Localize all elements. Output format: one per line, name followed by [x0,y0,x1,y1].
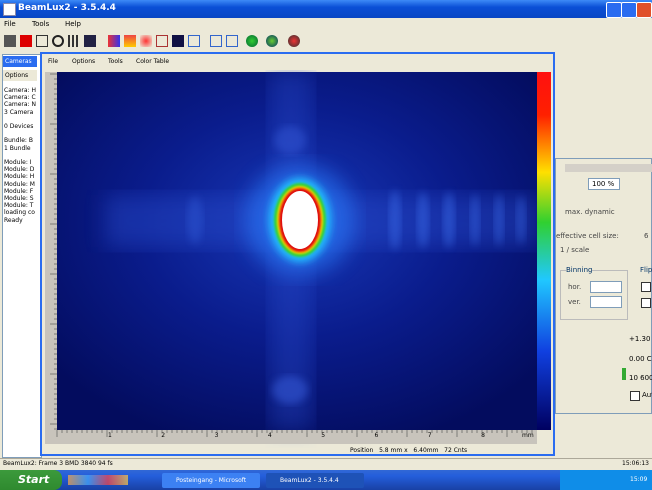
log-line: Module: T [4,202,39,209]
flip-checkbox[interactable] [641,298,651,308]
status-text: BeamLux2: Frame 3 BMD 3840 94 fs [3,460,113,467]
log-line: 3 Camera [4,109,39,116]
tool-button[interactable] [246,35,258,47]
dynamic-label: max. dynamic [565,208,615,216]
tool-button[interactable] [172,35,184,47]
log-line: Bundle: B [4,137,39,144]
log-line: loading co [4,209,39,216]
minimize-button[interactable] [606,2,622,18]
flip-label: Flip [640,266,652,274]
log-line: Module: H [4,173,39,180]
task-button[interactable]: BeamLux2 - 3.5.4.4 [266,473,364,488]
ver-input[interactable] [590,296,622,308]
value-1: +1.30 [629,335,650,343]
menu-item[interactable]: File [4,20,16,28]
task-button[interactable]: Posteingang - Microsoft [162,473,260,488]
binning-group [560,270,628,320]
value-3: 10 600 [629,374,652,382]
color-bar [537,72,551,430]
tool-button[interactable] [188,35,200,47]
tool-button[interactable] [108,35,120,47]
position-status: Position 5.8 mm x 6.40mm 72 Cnts [350,447,467,454]
cell-size-label: effective cell size: [556,232,619,240]
scale-label: 1 / scale [560,246,589,254]
hor-label: hor. [568,283,581,291]
x-tick-label: 1 [108,432,112,439]
window-title: BeamLux2 - 3.5.4.4 [18,3,116,13]
log-line: Module: F [4,188,39,195]
close-button[interactable] [636,2,652,18]
menu-bar [0,18,652,30]
slider-thumb[interactable] [622,368,626,380]
page: BeamLux2 {"window": {"title": "BeamLux2 … [0,0,652,490]
value-2: 0.00 Cr [629,355,652,363]
status-time: 15:06:13 [622,460,649,467]
x-ruler [45,430,537,444]
menu-item[interactable]: Help [65,20,81,28]
log-line: Module: D [4,166,39,173]
tool-button[interactable] [288,35,300,47]
toolbar [0,30,652,53]
log-line: Module: S [4,195,39,202]
tool-button[interactable] [226,35,238,47]
x-tick-label: 4 [268,432,272,439]
auto-checkbox[interactable] [630,391,640,401]
menu-item[interactable]: Tools [32,20,49,28]
menu-item[interactable]: Tools [108,58,123,65]
x-tick-label: 8 [481,432,485,439]
x-tick-label: 5 [321,432,325,439]
panel-tab[interactable]: Cameras [3,56,37,67]
log-line: Module: M [4,181,39,188]
app-icon [3,3,16,16]
log-line: 1 Bundle [4,145,39,152]
menu-item[interactable]: Options [72,58,95,65]
tool-button[interactable] [140,35,152,47]
cell-size-value: 6 [644,232,648,240]
panel-tab[interactable]: Options [3,70,37,81]
log-line: Camera: C [4,94,39,101]
clock: 15:09 [630,476,647,483]
tool-button[interactable] [52,35,64,47]
x-unit: mm [522,432,534,439]
tool-button[interactable] [124,35,136,47]
ver-label: ver. [568,298,581,306]
tool-button[interactable] [156,35,168,47]
body: BeamLux2 - 3.5.4.4 100 % max. dynamic ef… [0,0,652,490]
tool-button[interactable] [20,35,32,47]
flip-checkbox[interactable] [641,282,651,292]
tool-button[interactable] [210,35,222,47]
menu-item[interactable]: Color Table [136,58,169,65]
x-tick-label: 2 [161,432,165,439]
menu-item[interactable]: File [48,58,58,65]
tool-button[interactable] [84,35,96,47]
maximize-button[interactable] [621,2,637,18]
x-tick-label: 6 [375,432,379,439]
x-tick-label: 7 [428,432,432,439]
x-tick-label: 3 [215,432,219,439]
log-line: Camera: N [4,101,39,108]
y-ruler [45,72,57,430]
start-button[interactable]: Start [0,470,62,490]
tool-button[interactable] [36,35,48,47]
settings-header [565,164,652,172]
hor-input[interactable] [590,281,622,293]
zoom-value: 100 % [592,180,614,188]
beam-view [45,70,553,448]
auto-label: Aut [642,391,652,399]
log-line: Module: I [4,159,39,166]
tool-button[interactable] [4,35,16,47]
tool-button[interactable] [68,35,80,47]
log-line: Ready [4,217,39,224]
quick-launch[interactable] [68,475,128,485]
log-line: 0 Devices [4,123,39,130]
tool-button[interactable] [266,35,278,47]
log-line: Camera: H [4,87,39,94]
binning-label: Binning [566,266,592,274]
